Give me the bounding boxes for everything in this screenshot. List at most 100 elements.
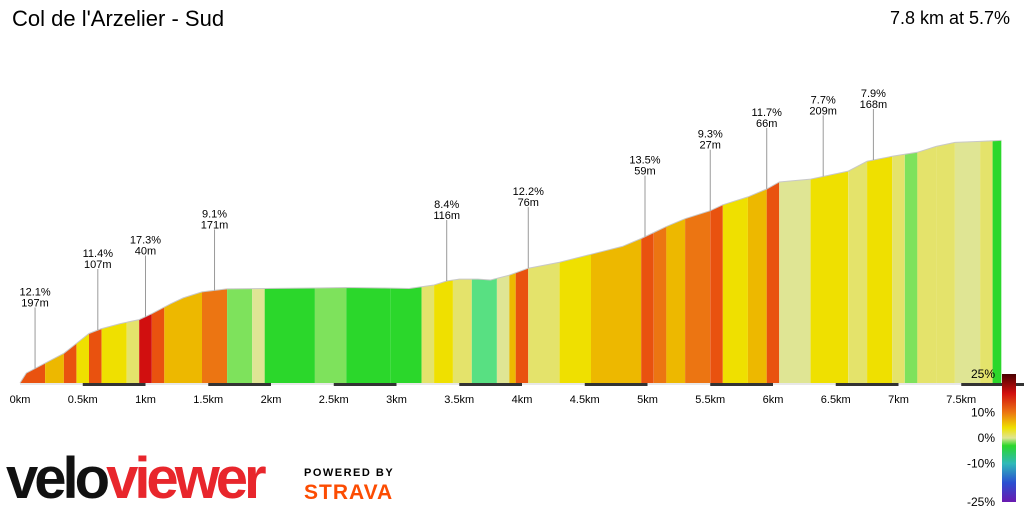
logo-velo: velo: [6, 446, 110, 511]
legend-tick-label: -10%: [967, 457, 995, 471]
grade-segment: [653, 140, 667, 383]
annotation-grade: 7.7%: [811, 94, 836, 106]
annotation-grade: 8.4%: [434, 199, 459, 211]
grade-annotations: 12.1%197m11.4%107m17.3%40m9.1%171m8.4%11…: [19, 88, 888, 369]
grade-segment: [252, 140, 265, 383]
annotation-grade: 13.5%: [629, 155, 660, 167]
x-tick-label: 4.5km: [570, 394, 600, 406]
x-tick-label: 3.5km: [444, 394, 474, 406]
grade-segment: [641, 140, 654, 383]
grade-segment: [434, 140, 453, 383]
annotation-grade: 11.4%: [83, 248, 114, 260]
x-tick-label: 7.5km: [946, 394, 976, 406]
grade-segment: [747, 140, 767, 383]
x-tick-label: 1km: [135, 394, 156, 406]
annotation-length: 27m: [700, 140, 721, 152]
x-tick-label: 2.5km: [319, 394, 349, 406]
annotation-grade: 12.2%: [513, 186, 544, 198]
grade-segment: [766, 140, 780, 383]
annotation-length: 107m: [84, 259, 112, 271]
grade-segment: [314, 140, 347, 383]
km-marker-bar: [208, 383, 271, 386]
x-tick-label: 3km: [386, 394, 407, 406]
veloviewer-logo: veloviewer: [6, 450, 267, 508]
grade-segment: [892, 140, 905, 383]
annotation-length: 76m: [518, 197, 539, 209]
annotation-grade: 17.3%: [130, 235, 161, 247]
grade-segment: [63, 140, 77, 383]
legend-tick-label: 10%: [971, 405, 995, 419]
annotation-length: 66m: [756, 118, 777, 130]
x-axis-ticks: 0km 0.5km 1km 1.5km 2km 2.5km 3km 3.5km 4km 4.5km…: [10, 394, 977, 406]
legend-tick-label: 0%: [978, 431, 996, 445]
legend-tick-label: -25%: [967, 495, 995, 509]
x-tick-label: 4km: [512, 394, 533, 406]
grade-segment: [980, 140, 993, 383]
grade-segment: [936, 140, 955, 383]
annotation-length: 197m: [21, 297, 49, 309]
annotation-length: 171m: [201, 219, 229, 231]
x-tick-label: 5km: [637, 394, 658, 406]
grade-segment: [848, 140, 868, 383]
km-marker-bar: [459, 383, 522, 386]
x-tick-label: 1.5km: [193, 394, 223, 406]
km-marker-bar: [333, 383, 397, 386]
annotation-length: 168m: [860, 99, 888, 111]
annotation-grade: 9.1%: [202, 208, 227, 220]
grade-segment: [164, 140, 202, 383]
grade-segment: [904, 140, 918, 383]
grade-segment: [515, 140, 529, 383]
grade-segment: [421, 140, 435, 383]
x-tick-label: 0km: [10, 394, 31, 406]
grade-segment: [20, 140, 46, 383]
grade-segment: [76, 140, 90, 383]
km-marker-bar: [961, 383, 1024, 386]
annotation-length: 59m: [634, 166, 655, 178]
grade-segment: [471, 140, 497, 383]
grade-segments: [20, 140, 1002, 383]
annotation-grade: 9.3%: [698, 129, 723, 141]
km-marker-bar: [835, 383, 899, 386]
grade-segment: [955, 140, 981, 383]
x-tick-label: 7km: [888, 394, 909, 406]
grade-segment: [496, 140, 510, 383]
grade-segment: [264, 140, 315, 383]
grade-segment: [89, 140, 102, 383]
grade-segment: [810, 140, 849, 383]
annotation-grade: 7.9%: [861, 88, 886, 100]
km-markers: [82, 383, 1024, 386]
grade-segment: [509, 140, 516, 383]
grade-segment: [45, 140, 64, 383]
climb-summary: 7.8 km at 5.7%: [889, 8, 1010, 28]
elevation-outline: [19, 139, 1002, 384]
grade-segment: [227, 140, 253, 383]
grade-segment: [722, 140, 748, 383]
annotation-length: 209m: [809, 105, 837, 117]
page-title: Col de l'Arzelier - Sud: [12, 6, 225, 31]
x-tick-label: 5.5km: [695, 394, 725, 406]
grade-legend-bar: [1002, 374, 1016, 502]
strava-logo: STRAVA: [304, 481, 394, 504]
annotation-length: 40m: [135, 246, 156, 258]
km-marker-bar: [584, 383, 648, 386]
grade-segment: [992, 140, 1002, 383]
km-marker-bar: [710, 383, 773, 386]
grade-segment: [779, 140, 811, 383]
grade-segment: [867, 140, 893, 383]
grade-legend: 25% 10% 0% -10% -25%: [967, 367, 1016, 509]
x-tick-label: 6.5km: [821, 394, 851, 406]
logo-viewer: viewer: [106, 446, 267, 511]
annotation-length: 116m: [433, 210, 460, 222]
x-tick-label: 0.5km: [68, 394, 98, 406]
grade-segment: [917, 140, 937, 383]
grade-segment: [346, 140, 391, 383]
grade-segment: [559, 140, 591, 383]
powered-by-label: POWERED BY: [304, 467, 395, 479]
annotation-grade: 11.7%: [752, 107, 783, 119]
km-marker-bar: [82, 383, 146, 386]
grade-segment: [528, 140, 560, 383]
x-tick-label: 6km: [763, 394, 784, 406]
grade-segment: [453, 140, 472, 383]
grade-segment: [101, 140, 127, 383]
